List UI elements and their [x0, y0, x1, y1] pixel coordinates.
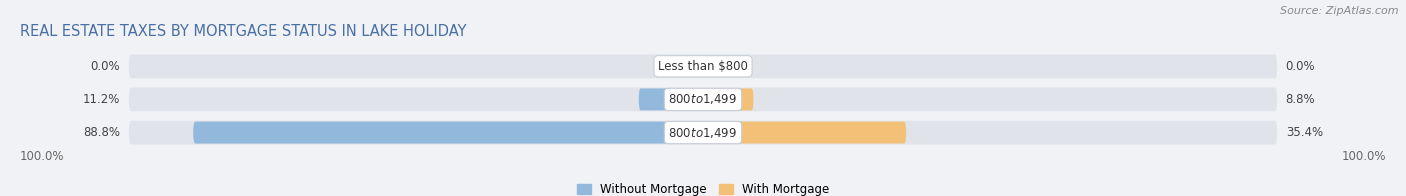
FancyBboxPatch shape [703, 122, 907, 143]
FancyBboxPatch shape [193, 122, 703, 143]
Text: Less than $800: Less than $800 [658, 60, 748, 73]
Text: 100.0%: 100.0% [1341, 150, 1386, 163]
Text: 88.8%: 88.8% [83, 126, 121, 139]
Text: REAL ESTATE TAXES BY MORTGAGE STATUS IN LAKE HOLIDAY: REAL ESTATE TAXES BY MORTGAGE STATUS IN … [20, 24, 467, 39]
Text: 0.0%: 0.0% [1285, 60, 1316, 73]
FancyBboxPatch shape [129, 54, 1277, 78]
FancyBboxPatch shape [638, 88, 703, 110]
FancyBboxPatch shape [129, 121, 1277, 144]
Text: 11.2%: 11.2% [83, 93, 121, 106]
Text: Source: ZipAtlas.com: Source: ZipAtlas.com [1281, 6, 1399, 16]
Text: 8.8%: 8.8% [1285, 93, 1316, 106]
Text: 100.0%: 100.0% [20, 150, 65, 163]
Text: 35.4%: 35.4% [1285, 126, 1323, 139]
Text: $800 to $1,499: $800 to $1,499 [668, 93, 738, 106]
FancyBboxPatch shape [703, 88, 754, 110]
Text: $800 to $1,499: $800 to $1,499 [668, 126, 738, 140]
Text: 0.0%: 0.0% [90, 60, 121, 73]
Legend: Without Mortgage, With Mortgage: Without Mortgage, With Mortgage [576, 183, 830, 196]
FancyBboxPatch shape [129, 87, 1277, 111]
